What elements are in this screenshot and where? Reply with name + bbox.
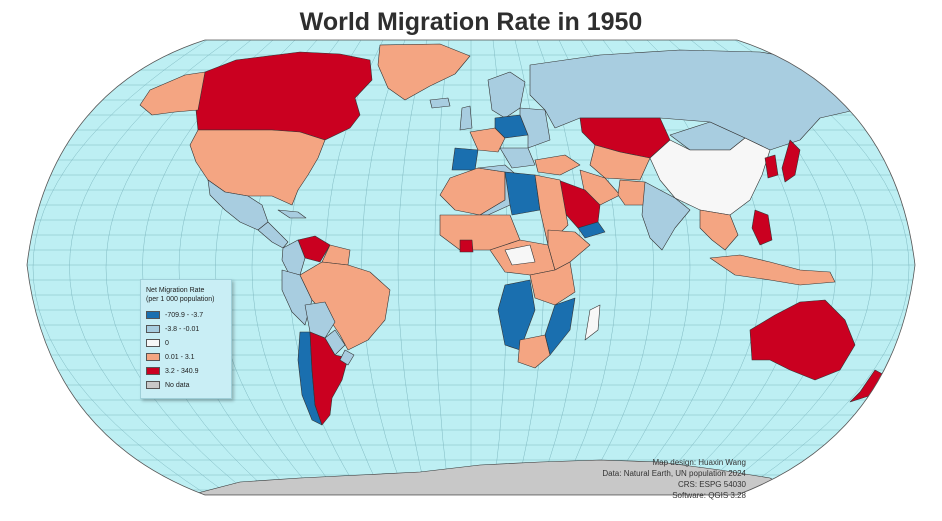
legend-title: Net Migration Rate (per 1 000 population… [146,286,215,304]
region-bolivia [304,301,336,339]
legend-swatch [146,325,160,333]
region-turkey [534,154,581,176]
legend-label: 0.01 - 3.1 [165,353,195,361]
region-madagascar [584,304,601,341]
map-frame [26,39,916,496]
region-southern-africa [517,334,551,369]
region-central-europe [494,114,529,139]
region-uruguay [339,349,355,366]
region-united-kingdom [459,105,473,131]
legend-swatch [146,353,160,361]
region-libya [504,171,541,216]
legend-item: 0 [146,338,169,348]
legend-swatch [146,367,160,375]
region-india [641,181,691,251]
legend-item: 3.2 - 340.9 [146,366,198,376]
graticule-meridian [397,40,428,495]
map-title: World Migration Rate in 1950 [299,8,643,36]
credit-design: Map design: Huaxin Wang [652,458,746,467]
region-yemen [577,221,606,239]
region-japan [781,139,801,183]
legend-title-line1: Net Migration Rate [146,287,205,294]
region-spain [451,147,479,171]
legend-item: -3.8 - -0.01 [146,324,199,334]
graticule-meridian [361,40,406,495]
credit-data: Data: Natural Earth, UN population 2024 [602,469,746,478]
region-alaska [139,71,206,116]
legend-label: 3.2 - 340.9 [165,367,199,375]
region-central-america [257,221,289,249]
credit-crs: CRS: ESPG 54030 [677,480,746,489]
region-australia [749,299,856,381]
region-russia [529,49,881,151]
legend-item: 0.01 - 3.1 [146,352,195,362]
countries [139,43,891,495]
legend-swatch [146,311,160,319]
region-central-asia [589,144,651,181]
region-mozambique [544,297,576,356]
region-iceland [429,97,451,109]
region-argentina [309,331,349,426]
legend-label: -709.9 - -3.7 [165,311,204,319]
legend-label: 0 [165,339,169,347]
legend-label: -3.8 - -0.01 [165,325,200,333]
legend-label: No data [165,381,190,389]
region-philippines [751,209,773,246]
region-southeast-asia [699,209,739,251]
region-cuba [277,209,307,219]
legend-swatch [146,381,160,389]
region-ghana [459,239,474,253]
region-east-africa [529,261,576,306]
region-antarctica [189,459,801,495]
region-afghanistan-pakistan [617,179,651,206]
region-balkans [499,147,536,169]
region-greenland [377,43,471,101]
credit-software: Software: QGIS 3.28 [672,491,746,500]
region-central-african-republic [504,244,536,266]
region-indonesia [709,254,836,286]
region-western-europe [469,127,506,153]
legend-swatch [146,339,160,347]
region-korea [764,154,779,179]
legend: Net Migration Rate (per 1 000 population… [140,279,232,399]
credits: Map design: Huaxin Wang Data: Natural Ea… [602,457,746,501]
legend-item: -709.9 - -3.7 [146,310,203,320]
legend-item: No data [146,380,190,390]
region-united-states [189,129,326,206]
graticule-meridian [32,40,208,495]
legend-title-line2: (per 1 000 population) [146,296,215,303]
